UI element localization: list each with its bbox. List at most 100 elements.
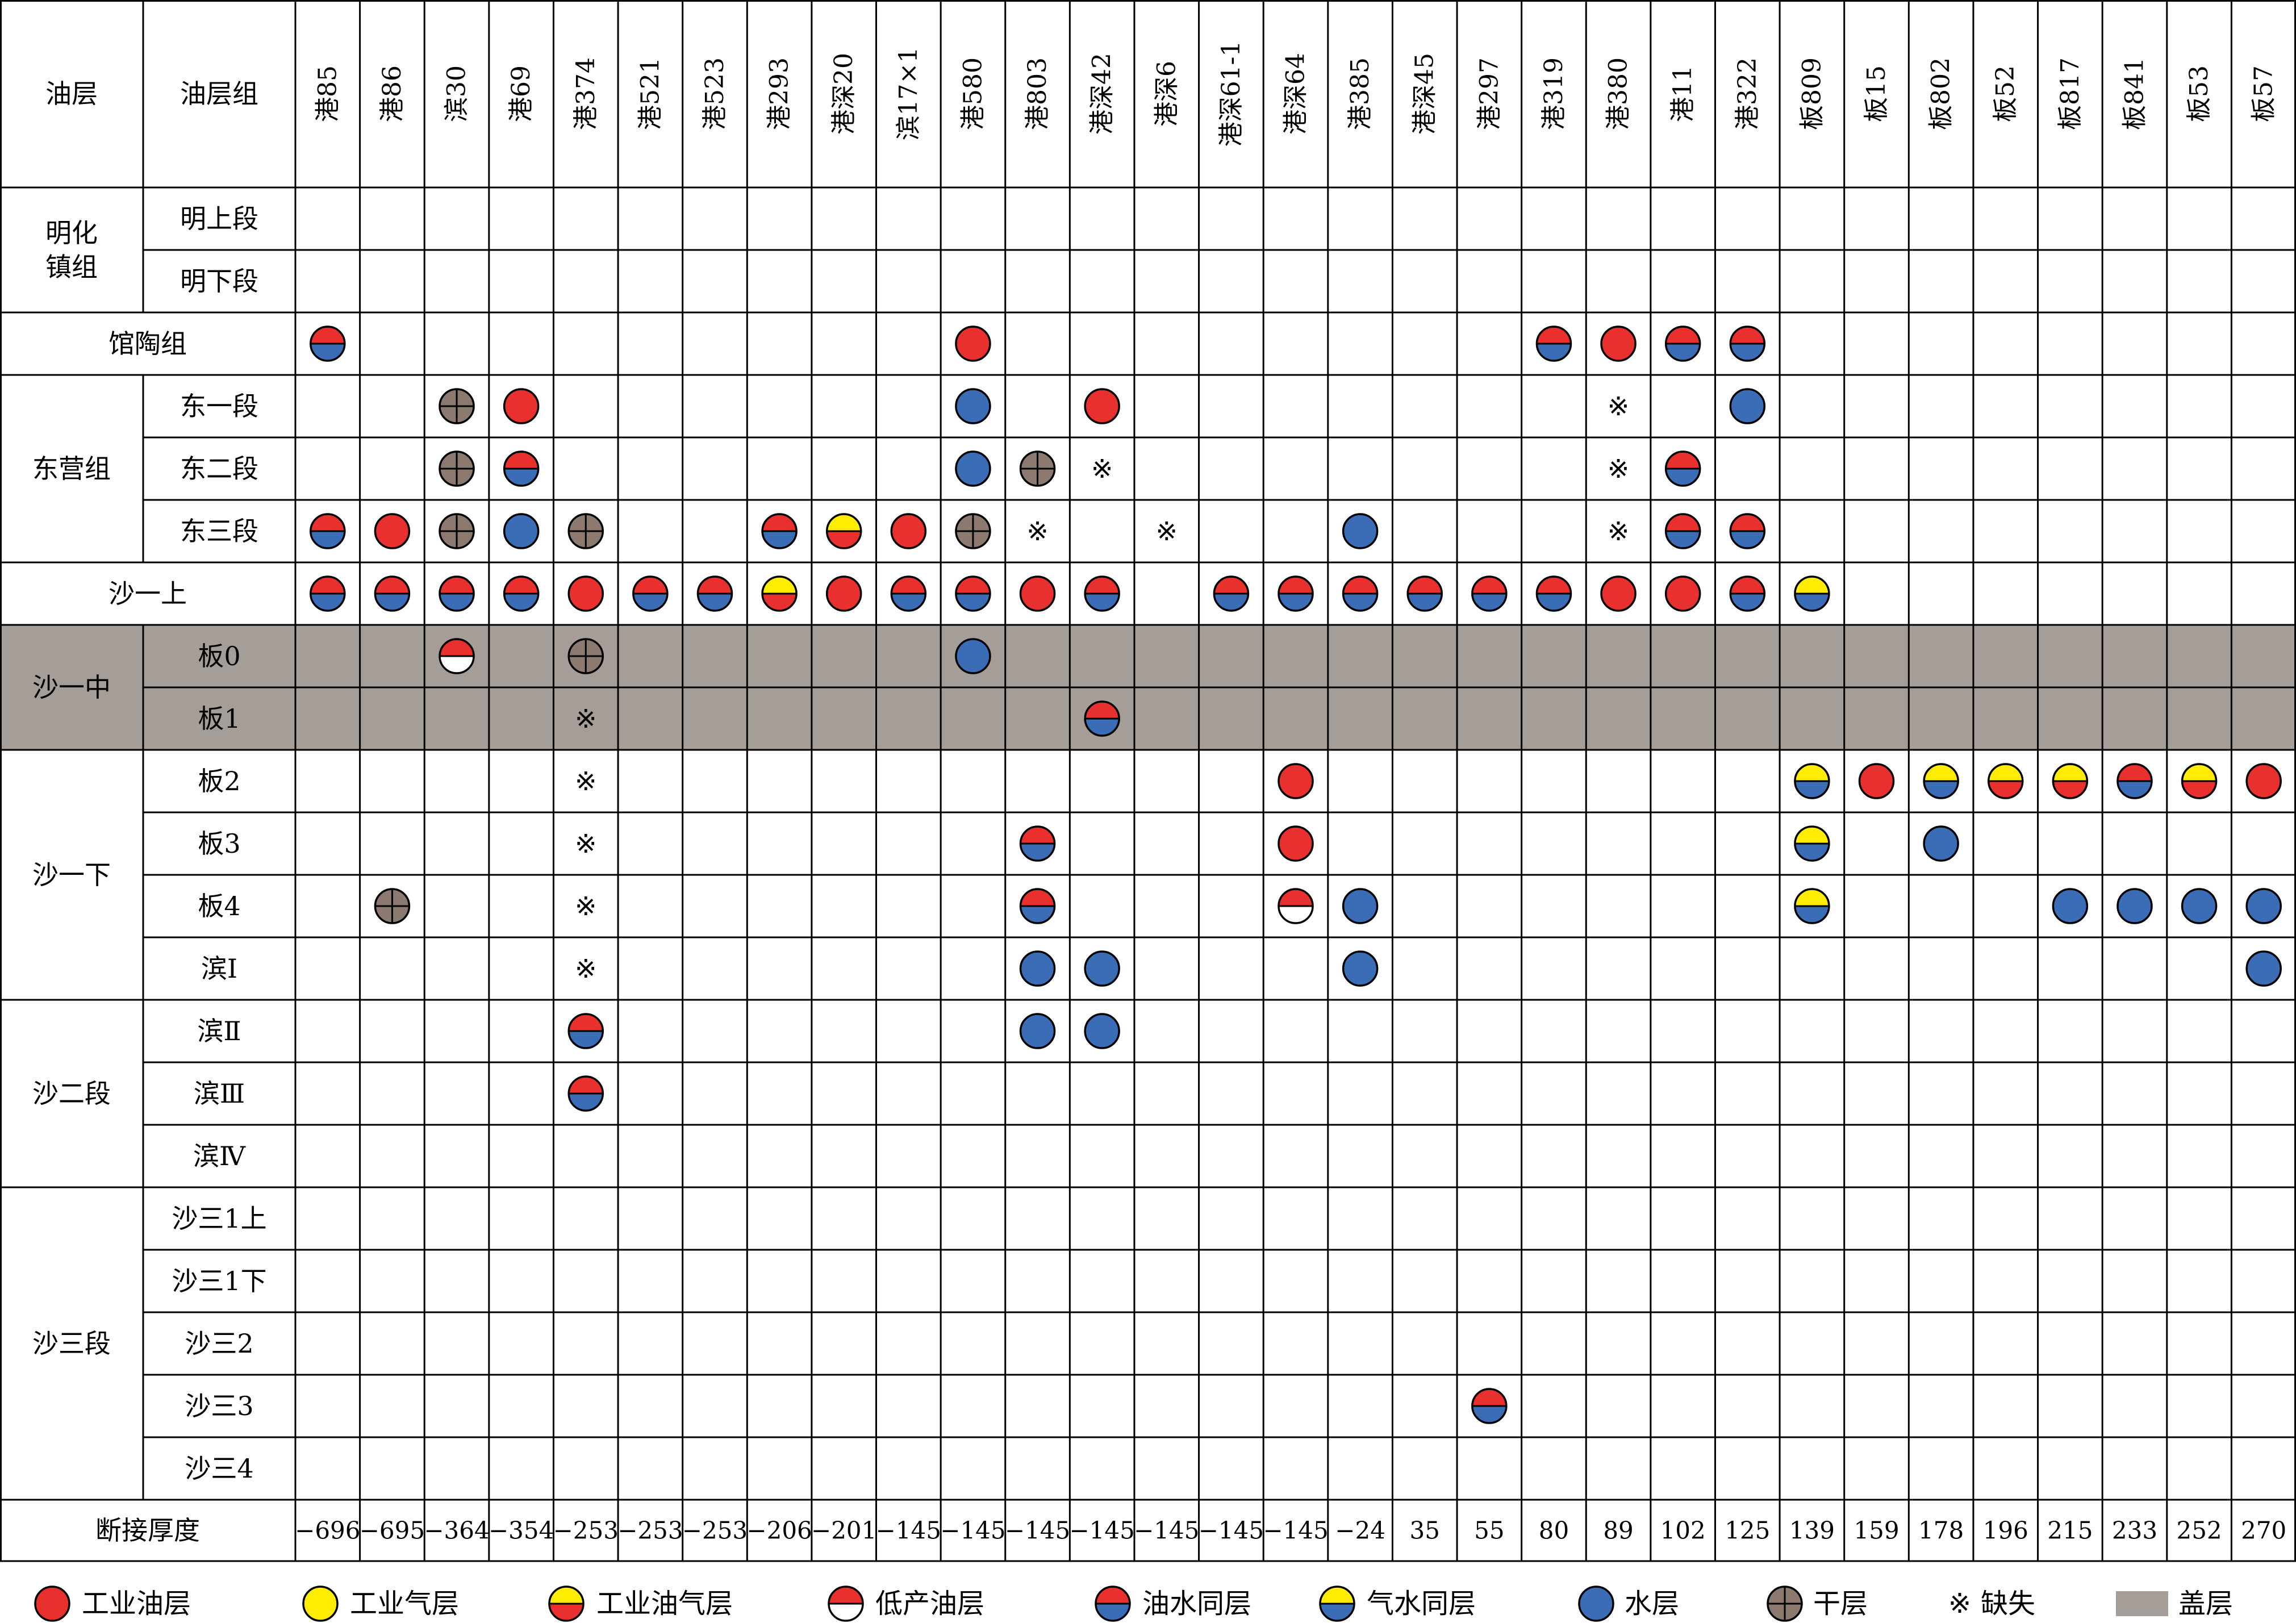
symbol-top-half (698, 577, 732, 594)
symbol-outline (1664, 513, 1701, 549)
symbol-outline (1987, 763, 2024, 799)
well-label: 港803 (1023, 57, 1052, 130)
cell-缺失: ※ (1608, 391, 1630, 422)
cell-水层 (1342, 513, 1379, 549)
symbol-bottom-half (1537, 594, 1571, 611)
symbol-outline (1729, 575, 1766, 612)
symbol-outline (1794, 763, 1830, 799)
symbol-outline (955, 575, 991, 612)
symbol-bottom-half (1794, 781, 1829, 799)
symbol-bottom-half (1214, 594, 1249, 611)
well-label: 港297 (1475, 57, 1504, 130)
legend-swatch (1319, 1586, 1355, 1622)
cell-油水同层 (1664, 450, 1701, 487)
group-label: 沙三段 (32, 1328, 111, 1359)
symbol-bottom-half (762, 531, 797, 549)
subgroup-label: 沙三2 (185, 1328, 253, 1359)
symbol-top-half (1020, 889, 1055, 906)
symbol-circle (503, 513, 540, 549)
symbol-top-half (762, 577, 797, 594)
well-label: 港86 (378, 65, 407, 122)
cell-工业油层 (1278, 763, 1314, 799)
symbol-circle (955, 450, 991, 487)
cell-水层 (2181, 888, 2218, 924)
cell-缺失: ※ (575, 891, 597, 921)
symbol-top-half (1794, 827, 1829, 844)
well-label: 板53 (2185, 65, 2214, 122)
subgroup-label: 沙三4 (185, 1453, 253, 1484)
cell-工业油层 (890, 513, 927, 549)
cell-油水同层 (1664, 326, 1701, 362)
symbol-outline (696, 575, 733, 612)
well-label: 港322 (1733, 57, 1762, 130)
legend-swatch (302, 1586, 339, 1622)
symbol-bottom-half (504, 469, 538, 486)
symbol-bottom-half (826, 531, 861, 549)
thickness-value: 89 (1603, 1517, 1633, 1545)
symbol-bottom-half (1665, 531, 1700, 549)
legend-label: 气水同层 (1367, 1588, 1476, 1620)
cell-油水同层 (1535, 575, 1572, 612)
thickness-value: −253 (553, 1517, 619, 1545)
cell-油水同层 (1406, 575, 1443, 612)
symbol-outline (1729, 326, 1766, 362)
cell-油水同层 (1729, 326, 1766, 362)
thickness-label: 断接厚度 (95, 1515, 200, 1546)
cell-油水同层 (1729, 575, 1766, 612)
symbol-outline (1278, 888, 1314, 924)
symbol-outline (1019, 825, 1056, 862)
cell-气水同层 (1794, 825, 1830, 862)
thickness-value: −145 (1199, 1517, 1264, 1545)
cell-水层 (955, 388, 991, 424)
subgroup-label: 东三段 (180, 516, 258, 546)
cell-干层 (439, 513, 475, 549)
symbol-circle (1600, 326, 1637, 362)
cell-工业油层 (1858, 763, 1895, 799)
symbol-circle (955, 388, 991, 424)
subgroup-label: 沙三1上 (172, 1203, 266, 1234)
symbol-bottom-half (504, 594, 538, 611)
symbol-outline (828, 1586, 864, 1622)
well-label: 板841 (2120, 57, 2149, 130)
symbol-top-half (310, 577, 345, 594)
legend-swatch (548, 1586, 585, 1622)
symbol-outline (2117, 763, 2153, 799)
symbol-bottom-half (2117, 781, 2152, 799)
symbol-bottom-half (1343, 594, 1377, 611)
thickness-value: −145 (940, 1517, 1005, 1545)
legend-label: 干层 (1813, 1588, 1868, 1620)
cell-工业油层 (567, 575, 604, 612)
thickness-value: −253 (682, 1517, 748, 1545)
symbol-top-half (1730, 514, 1765, 531)
cell-水层 (1342, 888, 1379, 924)
symbol-outline (1471, 1388, 1508, 1424)
symbol-outline (1794, 575, 1830, 612)
cell-工业油层 (1600, 575, 1637, 612)
symbol-top-half (1794, 764, 1829, 781)
subgroup-label: 沙三1下 (172, 1266, 266, 1296)
thickness-value: 233 (2112, 1517, 2157, 1545)
symbol-circle (1664, 575, 1701, 612)
symbol-top-half (1408, 577, 1442, 594)
symbol-bottom-half (375, 594, 410, 611)
symbol-bottom-half (1794, 594, 1829, 611)
cell-缺失: ※ (1156, 516, 1178, 546)
symbol-outline (567, 1013, 604, 1049)
legend-swatch-missing: ※ (1948, 1588, 1971, 1620)
thickness-value: −364 (424, 1517, 489, 1545)
symbol-bottom-half (1320, 1604, 1354, 1621)
thickness-value: −145 (876, 1517, 941, 1545)
header-layer: 油层 (45, 78, 98, 109)
symbol-bottom-half (1020, 906, 1055, 923)
well-label: 板809 (1797, 57, 1826, 130)
symbol-top-half (1279, 577, 1313, 594)
symbol-top-half (549, 1587, 583, 1604)
well-label: 港深6 (1152, 61, 1181, 127)
symbol-outline (1084, 575, 1120, 612)
symbol-bottom-half (440, 656, 474, 674)
cell-水层 (1019, 1013, 1056, 1049)
symbol-circle (1278, 763, 1314, 799)
symbol-top-half (1988, 764, 2023, 781)
legend-swatch (1578, 1586, 1614, 1622)
cell-缺失: ※ (1091, 453, 1113, 484)
